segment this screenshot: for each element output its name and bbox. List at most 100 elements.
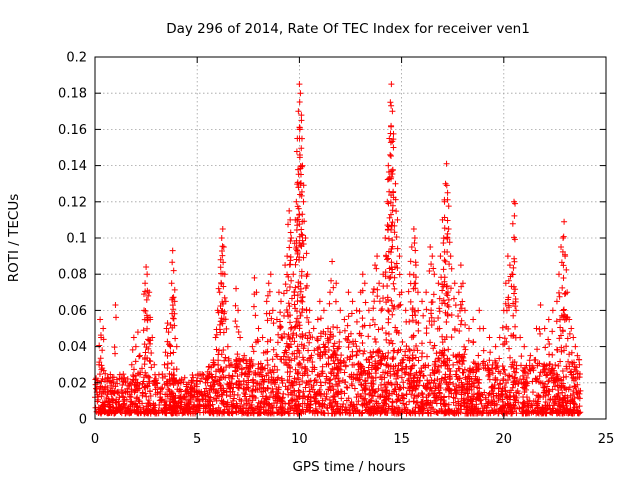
dense-point bbox=[147, 392, 154, 399]
dense-point bbox=[346, 339, 353, 346]
data-point bbox=[559, 328, 566, 335]
dense-point bbox=[260, 384, 267, 391]
dense-point bbox=[523, 394, 530, 401]
dense-point bbox=[322, 379, 329, 386]
dense-point bbox=[166, 387, 173, 394]
dense-point bbox=[432, 363, 439, 370]
data-point bbox=[504, 253, 511, 260]
data-point bbox=[568, 325, 575, 332]
dense-point bbox=[506, 408, 513, 415]
dense-point bbox=[252, 386, 259, 393]
dense-point bbox=[219, 398, 226, 405]
data-point bbox=[286, 283, 293, 290]
data-point bbox=[370, 316, 377, 323]
data-point bbox=[564, 289, 571, 296]
data-point bbox=[410, 225, 417, 232]
dense-point bbox=[381, 355, 388, 362]
dense-point bbox=[550, 374, 557, 381]
data-point bbox=[431, 342, 438, 349]
y-tick-labels: 0 0.02 0.04 0.06 0.08 0.1 0.12 0.14 0.16 0.18 0.2 bbox=[58, 51, 87, 428]
data-point bbox=[147, 340, 154, 347]
data-point bbox=[557, 324, 564, 331]
dense-point bbox=[417, 408, 424, 415]
data-point bbox=[431, 271, 438, 278]
dense-point bbox=[351, 405, 358, 412]
data-point bbox=[329, 258, 336, 265]
dense-point bbox=[382, 389, 389, 396]
data-point bbox=[280, 290, 287, 297]
data-point bbox=[145, 345, 152, 352]
dense-point bbox=[327, 376, 334, 383]
data-point bbox=[356, 308, 363, 315]
dense-point bbox=[453, 373, 460, 380]
dense-point bbox=[286, 344, 293, 351]
dense-point bbox=[568, 359, 575, 366]
data-point bbox=[141, 361, 148, 368]
data-point bbox=[143, 263, 150, 270]
dense-point bbox=[266, 394, 273, 401]
data-point bbox=[217, 264, 224, 271]
data-point bbox=[295, 216, 302, 223]
data-point bbox=[220, 300, 227, 307]
data-point bbox=[412, 262, 419, 269]
data-point bbox=[287, 216, 294, 223]
data-point bbox=[388, 102, 395, 109]
data-point bbox=[436, 325, 443, 332]
data-point bbox=[270, 320, 277, 327]
dense-point bbox=[353, 401, 360, 408]
dense-point bbox=[315, 399, 322, 406]
data-point bbox=[303, 282, 310, 289]
dense-point bbox=[314, 337, 321, 344]
data-point bbox=[255, 365, 262, 372]
data-point bbox=[170, 267, 177, 274]
dense-point bbox=[513, 410, 520, 417]
dense-point bbox=[358, 382, 365, 389]
data-point bbox=[398, 289, 405, 296]
dense-point bbox=[124, 388, 131, 395]
dense-point bbox=[521, 388, 528, 395]
data-point bbox=[518, 353, 525, 360]
dense-point bbox=[385, 405, 392, 412]
dense-point bbox=[276, 395, 283, 402]
data-point bbox=[296, 99, 303, 106]
dense-point bbox=[517, 376, 524, 383]
data-point bbox=[390, 280, 397, 287]
dense-point bbox=[492, 377, 499, 384]
data-point bbox=[298, 145, 305, 152]
dense-point bbox=[542, 380, 549, 387]
data-point bbox=[388, 153, 395, 160]
data-point bbox=[450, 295, 457, 302]
data-point bbox=[288, 235, 295, 241]
data-point bbox=[389, 167, 396, 174]
dense-point bbox=[366, 391, 373, 398]
data-point bbox=[341, 369, 348, 376]
data-point bbox=[273, 316, 280, 323]
dense-point bbox=[439, 349, 446, 356]
dense-point bbox=[373, 408, 380, 415]
dense-point bbox=[219, 391, 226, 398]
dense-point bbox=[438, 375, 445, 382]
dense-point bbox=[404, 406, 411, 413]
dense-point bbox=[527, 404, 534, 411]
dense-point bbox=[545, 378, 552, 385]
dense-point bbox=[143, 372, 150, 379]
dense-point bbox=[356, 410, 363, 417]
dense-point bbox=[336, 343, 343, 350]
dense-point bbox=[190, 401, 197, 408]
dense-point bbox=[237, 358, 244, 365]
data-point bbox=[298, 117, 305, 124]
dense-point bbox=[511, 378, 518, 385]
data-point bbox=[299, 305, 306, 312]
data-point bbox=[376, 298, 383, 305]
dense-point bbox=[399, 365, 406, 372]
data-point bbox=[374, 286, 381, 293]
dense-point bbox=[563, 409, 570, 416]
dense-point bbox=[157, 390, 164, 397]
dense-point bbox=[549, 395, 556, 402]
data-point bbox=[461, 307, 468, 314]
dense-point bbox=[274, 390, 281, 397]
data-point bbox=[393, 260, 400, 267]
dense-point bbox=[383, 387, 390, 394]
dense-point bbox=[104, 410, 111, 417]
data-point bbox=[458, 283, 465, 290]
